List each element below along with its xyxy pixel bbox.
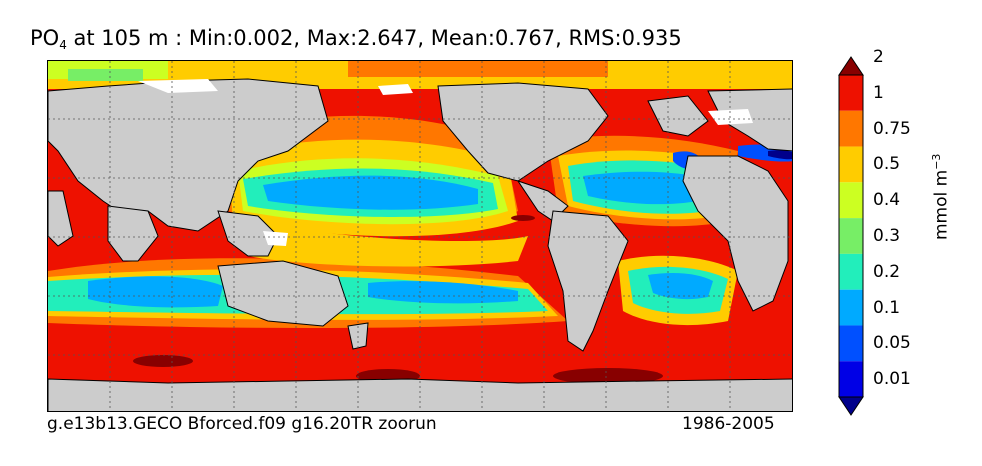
colorbar-bin: [839, 218, 863, 254]
colorbar-tick-label: 1: [873, 82, 884, 103]
colorbar-unit-label: mmol m−3: [930, 154, 952, 240]
eurasia-land: [48, 78, 329, 232]
australia-land: [217, 260, 349, 327]
north-america-land: [437, 82, 609, 182]
colorbar-bin: [839, 146, 863, 183]
indonesia-white-patch: [263, 231, 288, 246]
po4-field-map: [48, 61, 792, 411]
natl-blue: [583, 171, 708, 205]
colorbar-tick-label: 0.3: [873, 226, 901, 246]
arctic-white-patch-2: [378, 84, 413, 95]
colorbar-bin: [839, 325, 863, 362]
title-variable-subscript: 4: [59, 38, 67, 52]
med-dark-blue: [768, 150, 792, 160]
map-panel: [47, 60, 793, 412]
npac-blue: [263, 175, 478, 210]
africa-horn-left: [48, 190, 74, 247]
colorbar-tick-label: 0.01: [873, 369, 911, 390]
colorbar-extend-min: [838, 396, 864, 416]
colorbar-unit: mmol m: [931, 169, 952, 240]
south-indian-blue: [88, 276, 223, 308]
arctic-white-patch-3: [708, 109, 753, 125]
arctic-white-patch-1: [138, 79, 218, 93]
colorbar-bin: [839, 75, 863, 111]
colorbar-tick-label: 0.75: [873, 118, 911, 139]
colorbar-bin: [839, 289, 863, 326]
arctic-orange-patch: [348, 61, 608, 77]
south-america-land: [547, 210, 629, 352]
southern-ocean-dark-spot-3: [553, 368, 663, 384]
equatorial-yellow: [248, 221, 528, 267]
arabia-india-land: [107, 205, 159, 262]
colorbar-extend-max: [838, 56, 864, 76]
footer-period: 1986-2005: [682, 414, 775, 434]
colorbar-tick-label: 0.4: [873, 190, 901, 211]
colorbar-outline: [838, 74, 864, 398]
south-pacific-blue: [368, 281, 518, 304]
map-title: PO4 at 105 m : Min:0.002, Max:2.647, Mea…: [30, 26, 682, 52]
colorbar-bin: [839, 182, 863, 219]
colorbar-tick-label: 0.5: [873, 154, 901, 175]
colorbar-segments: [838, 56, 864, 416]
colorbar-tick-label: 0.1: [873, 297, 901, 318]
colorbar-tick-label: 0.2: [873, 261, 901, 282]
antarctica-land: [48, 378, 792, 411]
colorbar-bin: [839, 110, 863, 147]
satl-blue: [648, 273, 713, 300]
africa-land: [682, 155, 789, 312]
title-variable: PO: [30, 26, 60, 50]
colorbar-tick-label: 0.05: [873, 333, 911, 354]
colorbar-bin: [839, 361, 863, 397]
greenland-land: [647, 95, 709, 137]
footer-run-name: g.e13b13.GECO Bforced.f09 g16.20TR zooru…: [47, 414, 437, 434]
colorbar-tick-label: 2: [873, 47, 884, 68]
title-stats: at 105 m : Min:0.002, Max:2.647, Mean:0.…: [66, 26, 682, 50]
colorbar: [838, 56, 864, 416]
grid-lines: [48, 61, 792, 411]
colorbar-unit-exponent: −3: [930, 153, 943, 170]
peru-upwelling-spot: [511, 215, 535, 221]
southeast-asia-land: [217, 210, 279, 257]
colorbar-bin: [839, 253, 863, 290]
arctic-green-patch-2: [68, 69, 143, 81]
southern-ocean-dark-spot-1: [133, 355, 193, 367]
